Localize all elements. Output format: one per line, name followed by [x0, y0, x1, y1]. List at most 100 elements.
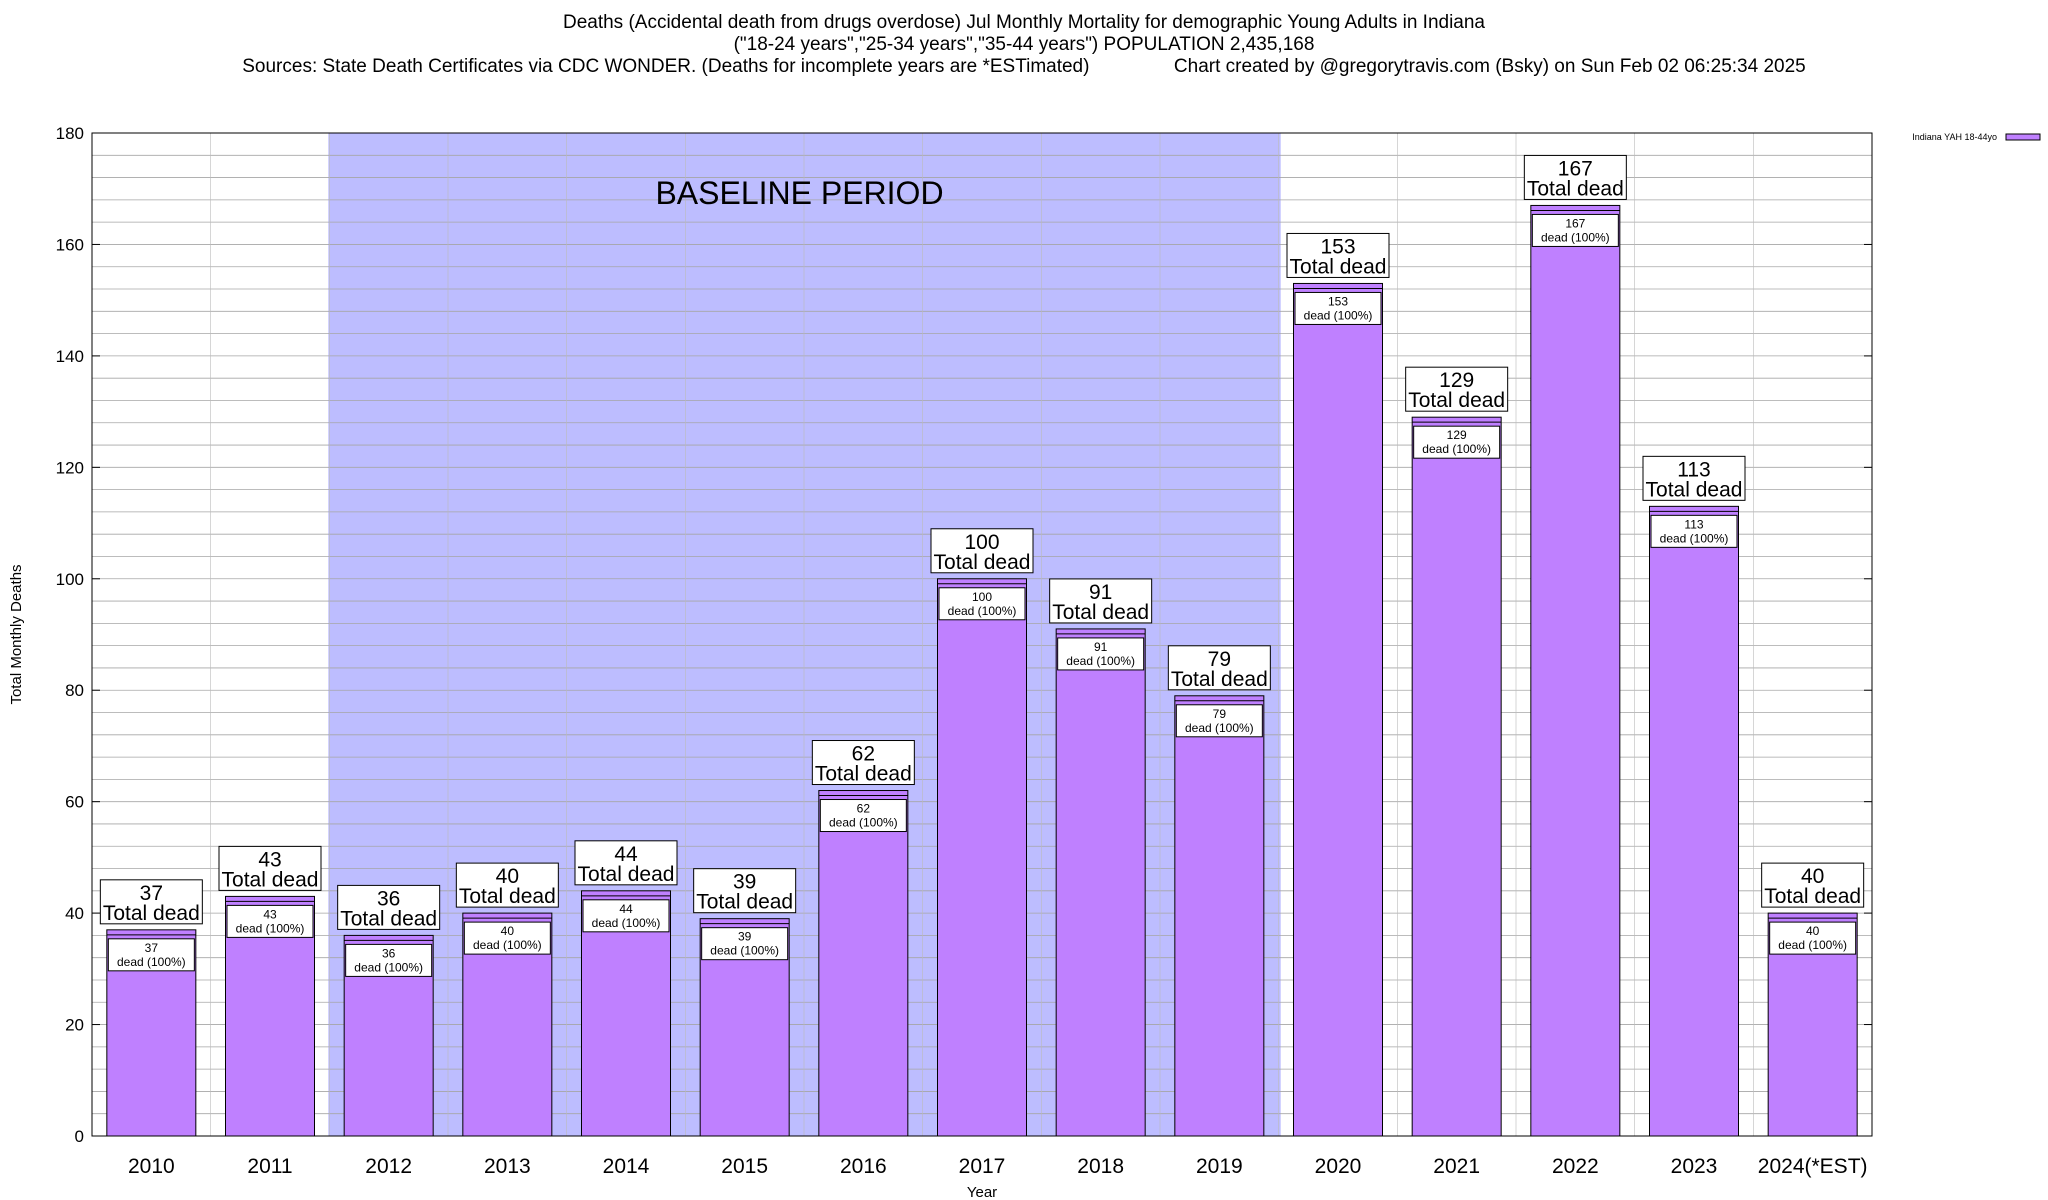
inner-label-value: 43: [263, 907, 277, 921]
total-label-box: [1642, 455, 1746, 501]
total-label-value: 100: [964, 531, 999, 554]
inner-label-box: [1057, 637, 1145, 671]
inner-label-box: [1294, 291, 1382, 325]
total-label-value: 62: [852, 743, 875, 766]
inner-label-text: dead (100%): [1185, 721, 1254, 735]
x-tick-label: 2019: [1196, 1155, 1243, 1178]
inner-label-value: 36: [382, 946, 396, 960]
chart-header: Deaths (Accidental death from drugs over…: [0, 12, 2048, 78]
y-tick-label: 140: [56, 347, 84, 366]
x-axis-title: Year: [967, 1184, 997, 1200]
y-tick-label: 160: [56, 235, 84, 254]
inner-label-box: [107, 938, 195, 972]
total-label-value: 129: [1439, 369, 1474, 392]
inner-label-box: [582, 899, 670, 933]
inner-label-text: dead (100%): [117, 955, 186, 969]
total-label-value: 44: [614, 843, 638, 866]
y-tick-label: 80: [65, 681, 84, 700]
total-label-box: [930, 528, 1034, 574]
total-label-value: 43: [258, 848, 281, 871]
chart-source-line: Sources: State Death Certificates via CD…: [242, 56, 1806, 77]
inner-label-box: [938, 587, 1026, 621]
x-tick-label: 2016: [840, 1155, 887, 1178]
x-tick-label: 2013: [484, 1155, 531, 1178]
total-label-box: [218, 845, 322, 891]
legend-label: Indiana YAH 18-44yo: [1912, 132, 1997, 142]
bar: [937, 578, 1027, 1137]
bar: [818, 790, 909, 1137]
total-label-value: 36: [377, 887, 400, 910]
inner-label-text: dead (100%): [829, 816, 898, 830]
inner-label-box: [819, 799, 907, 833]
total-label-box: [1167, 645, 1271, 691]
inner-label-value: 100: [972, 590, 992, 604]
total-label-value: 37: [140, 882, 163, 905]
x-tick-label: 2015: [721, 1155, 768, 1178]
total-label-value: 113: [1677, 458, 1710, 481]
total-label-box: [811, 740, 915, 786]
bar: [1649, 505, 1739, 1137]
x-tick-label: 2018: [1077, 1155, 1124, 1178]
y-tick-label: 0: [75, 1127, 84, 1146]
inner-label-value: 40: [501, 924, 515, 938]
total-label-text: Total dead: [1408, 389, 1505, 412]
total-label-box: [1049, 578, 1153, 624]
inner-label-text: dead (100%): [1422, 442, 1491, 456]
inner-label-text: dead (100%): [592, 916, 661, 930]
inner-label-text: dead (100%): [236, 921, 305, 935]
x-tick-label: 2012: [365, 1155, 412, 1178]
x-tick-label: 2010: [128, 1155, 175, 1178]
total-label-box: [1523, 154, 1627, 200]
bar: [1055, 628, 1146, 1137]
total-label-text: Total dead: [1052, 601, 1149, 624]
bar: [1174, 695, 1265, 1137]
bar: [1411, 416, 1502, 1137]
inner-label-text: dead (100%): [1541, 230, 1610, 244]
total-label-text: Total dead: [1764, 885, 1861, 908]
x-tick-label: 2017: [959, 1155, 1006, 1178]
inner-label-value: 167: [1565, 216, 1585, 230]
total-label-box: [693, 868, 797, 914]
total-label-text: Total dead: [103, 902, 200, 925]
total-label-text: Total dead: [340, 907, 437, 930]
total-label-text: Total dead: [934, 551, 1031, 574]
y-tick-label: 100: [56, 570, 84, 589]
total-label-text: Total dead: [815, 763, 912, 786]
inner-label-text: dead (100%): [473, 938, 542, 952]
total-label-value: 40: [496, 865, 519, 888]
inner-label-text: dead (100%): [1778, 938, 1847, 952]
total-label-box: [455, 862, 559, 908]
total-label-text: Total dead: [1527, 177, 1624, 200]
total-label-value: 91: [1089, 581, 1112, 604]
inner-label-box: [463, 921, 551, 955]
plot-frame: [91, 132, 1873, 1137]
total-label-value: 153: [1320, 235, 1355, 258]
total-label-value: 40: [1801, 865, 1824, 888]
inner-label-box: [1769, 921, 1857, 955]
inner-label-value: 44: [619, 902, 633, 916]
inner-label-box: [345, 943, 433, 977]
x-tick-label: 2022: [1552, 1155, 1599, 1178]
inner-label-value: 39: [738, 930, 752, 944]
y-tick-label: 60: [65, 793, 84, 812]
total-label-text: Total dead: [696, 891, 793, 914]
bar: [1293, 282, 1383, 1137]
inner-label-value: 113: [1684, 517, 1703, 531]
baseline-period-label: BASELINE PERIOD: [655, 175, 943, 211]
total-label-box: [99, 879, 203, 925]
inner-label-text: dead (100%): [1066, 654, 1135, 668]
inner-label-value: 79: [1213, 707, 1227, 721]
x-tick-label: 2014: [603, 1155, 650, 1178]
y-tick-label: 180: [56, 124, 84, 143]
x-tick-label: 2021: [1433, 1155, 1480, 1178]
inner-label-box: [1650, 514, 1738, 548]
inner-label-value: 37: [145, 941, 159, 955]
chart-title: Deaths (Accidental death from drugs over…: [562, 12, 1485, 33]
total-label-text: Total dead: [1646, 478, 1743, 501]
total-label-box: [337, 884, 441, 930]
total-label-text: Total dead: [1171, 668, 1268, 691]
total-label-box: [1761, 862, 1865, 908]
chart-subtitle: ("18-24 years","25-34 years","35-44 year…: [733, 34, 1315, 55]
